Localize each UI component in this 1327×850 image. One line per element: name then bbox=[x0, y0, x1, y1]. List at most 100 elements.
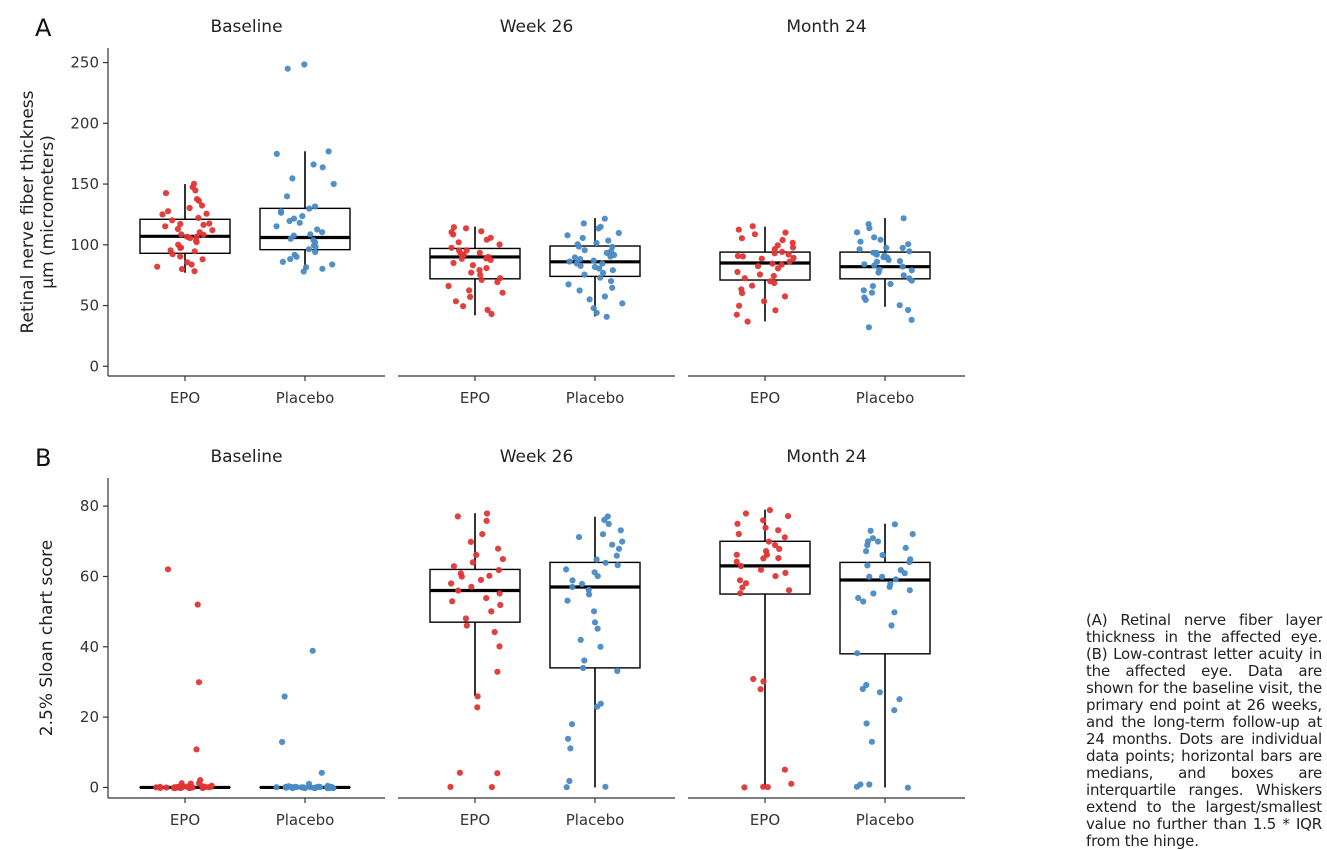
data-point bbox=[310, 648, 316, 654]
data-point bbox=[194, 239, 200, 245]
data-point bbox=[594, 704, 600, 710]
data-point bbox=[593, 240, 599, 246]
panel-a-facet-title: Month 24 bbox=[786, 17, 866, 37]
panel-a-y-tick-label: 0 bbox=[89, 357, 99, 375]
data-point bbox=[909, 278, 915, 284]
data-point bbox=[736, 303, 742, 309]
data-point bbox=[457, 770, 463, 776]
panel-b-y-tick-label: 80 bbox=[80, 497, 99, 515]
data-point bbox=[300, 784, 306, 790]
data-point bbox=[780, 237, 786, 243]
data-point bbox=[907, 587, 913, 593]
panel-a-y-tick-label: 250 bbox=[70, 54, 99, 72]
data-point bbox=[169, 217, 175, 223]
data-point bbox=[162, 223, 168, 229]
data-point bbox=[602, 293, 608, 299]
data-point bbox=[597, 644, 603, 650]
data-point bbox=[488, 608, 494, 614]
panel-a-x-tick-label: Placebo bbox=[856, 389, 915, 407]
data-point bbox=[869, 290, 875, 296]
data-point bbox=[790, 244, 796, 250]
panel-b-y-tick-label: 0 bbox=[89, 778, 99, 796]
data-point bbox=[460, 303, 466, 309]
data-point bbox=[274, 151, 280, 157]
data-point bbox=[447, 784, 453, 790]
data-point bbox=[448, 245, 454, 251]
data-point bbox=[572, 254, 578, 260]
data-point bbox=[741, 784, 747, 790]
data-point bbox=[165, 208, 171, 214]
data-point bbox=[483, 265, 489, 271]
data-point bbox=[608, 278, 614, 284]
data-point bbox=[602, 216, 608, 222]
data-point bbox=[463, 615, 469, 621]
data-point bbox=[749, 283, 755, 289]
data-point bbox=[906, 559, 912, 565]
data-point bbox=[897, 302, 903, 308]
data-point bbox=[497, 602, 503, 608]
data-point bbox=[771, 280, 777, 286]
data-point bbox=[877, 689, 883, 695]
data-point bbox=[734, 312, 740, 318]
data-point bbox=[199, 202, 205, 208]
data-point bbox=[779, 249, 785, 255]
data-point bbox=[597, 275, 603, 281]
data-point bbox=[284, 193, 290, 199]
data-point bbox=[887, 584, 893, 590]
data-point bbox=[157, 785, 163, 791]
data-point bbox=[772, 250, 778, 256]
data-point bbox=[875, 270, 881, 276]
data-point bbox=[772, 573, 778, 579]
panel-a-x-tick-label: Placebo bbox=[566, 389, 625, 407]
data-point bbox=[455, 513, 461, 519]
data-point bbox=[193, 746, 199, 752]
data-point bbox=[486, 573, 492, 579]
data-point bbox=[609, 542, 615, 548]
panel-b-facet-title: Week 26 bbox=[500, 447, 574, 467]
data-point bbox=[312, 249, 318, 255]
data-point bbox=[591, 608, 597, 614]
data-point bbox=[497, 241, 503, 247]
data-point bbox=[775, 527, 781, 533]
data-point bbox=[478, 228, 484, 234]
data-point bbox=[870, 283, 876, 289]
data-point bbox=[619, 300, 625, 306]
data-point bbox=[739, 235, 745, 241]
data-point bbox=[283, 785, 289, 791]
data-point bbox=[864, 720, 870, 726]
data-point bbox=[787, 259, 793, 265]
data-point bbox=[470, 559, 476, 565]
data-point bbox=[195, 602, 201, 608]
data-point bbox=[581, 657, 587, 663]
data-point bbox=[785, 513, 791, 519]
data-point bbox=[294, 784, 300, 790]
data-point bbox=[459, 574, 465, 580]
data-point bbox=[500, 290, 506, 296]
data-point bbox=[863, 297, 869, 303]
data-point bbox=[203, 211, 209, 217]
data-point bbox=[736, 531, 742, 537]
data-point bbox=[582, 247, 588, 253]
data-point bbox=[320, 164, 326, 170]
data-point bbox=[595, 573, 601, 579]
data-point bbox=[854, 229, 860, 235]
data-point bbox=[594, 310, 600, 316]
data-point bbox=[307, 231, 313, 237]
data-point bbox=[273, 223, 279, 229]
data-point bbox=[782, 293, 788, 299]
panel-b-x-tick-label: EPO bbox=[460, 811, 490, 829]
data-point bbox=[311, 161, 317, 167]
data-point bbox=[739, 584, 745, 590]
data-point bbox=[189, 261, 195, 267]
data-point bbox=[178, 231, 184, 237]
panel-a-y-tick-label: 150 bbox=[70, 175, 99, 193]
panel-b-x-tick-label: EPO bbox=[170, 811, 200, 829]
data-point bbox=[757, 271, 763, 277]
panel-a-x-tick-label: EPO bbox=[170, 389, 200, 407]
data-point bbox=[883, 245, 889, 251]
data-point bbox=[564, 232, 570, 238]
iqr-box bbox=[550, 562, 640, 667]
data-point bbox=[464, 623, 470, 629]
panel-a-y-axis-title-line: µm (micrometers) bbox=[38, 135, 58, 289]
data-point bbox=[607, 253, 613, 259]
